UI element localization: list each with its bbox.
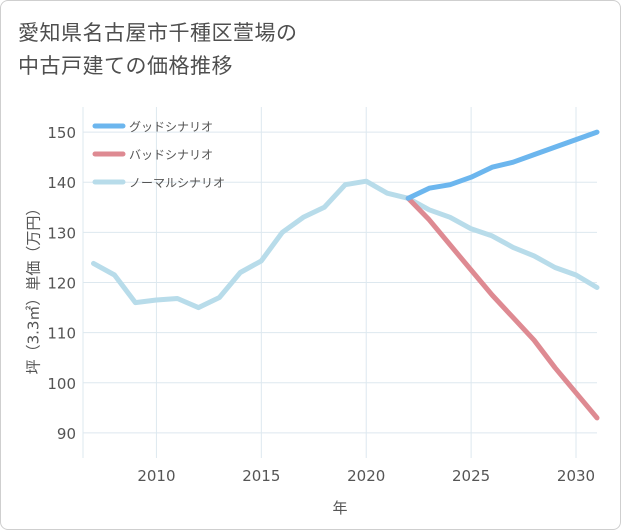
x-tick-label: 2025: [452, 467, 490, 485]
y-tick-label: 140: [47, 174, 76, 192]
series-line-2: [91, 178, 600, 311]
y-tick-label: 120: [47, 275, 76, 293]
x-tick-label: 2015: [242, 467, 280, 485]
y-tick-label: 150: [47, 124, 76, 142]
x-axis-title: 年: [332, 499, 347, 517]
legend-label: グッドシナリオ: [129, 120, 213, 134]
chart-title-line2: 中古戸建ての価格推移: [18, 54, 233, 78]
y-tick-label: 100: [47, 375, 76, 393]
legend-label: ノーマルシナリオ: [129, 176, 225, 190]
grid: [82, 107, 597, 458]
y-tick-label: 130: [47, 224, 76, 242]
x-tick-label: 2020: [347, 467, 385, 485]
chart-title-line1: 愛知県名古屋市千種区萱場の: [18, 21, 298, 45]
series-lines: [91, 129, 600, 421]
y-tick-label: 90: [57, 425, 76, 443]
x-tick-labels: 2010 2015 2020 2025 2030: [137, 467, 595, 485]
series-line-0: [405, 129, 600, 201]
x-tick-label: 2010: [137, 467, 175, 485]
y-tick-labels: 90 100 110 120 130 140 150: [47, 124, 76, 443]
legend-label: バッドシナリオ: [129, 148, 213, 162]
y-axis-title: 坪（3.3㎡）単価（万円）: [25, 201, 43, 375]
x-tick-label: 2030: [557, 467, 595, 485]
y-tick-label: 110: [47, 325, 76, 343]
chart-title: 愛知県名古屋市千種区萱場の 中古戸建ての価格推移: [18, 17, 598, 83]
series-line-1: [405, 195, 600, 421]
